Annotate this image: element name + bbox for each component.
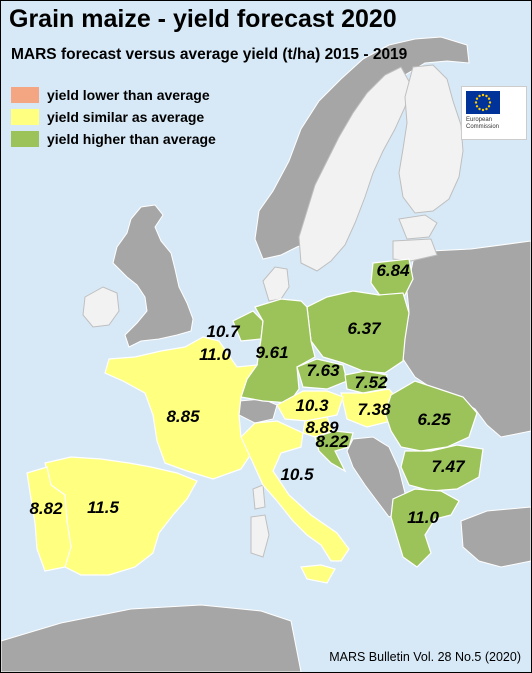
- region-estonia: [398, 214, 438, 240]
- region-finland: [398, 64, 464, 214]
- region-poland: [306, 290, 410, 374]
- region-denmark: [262, 266, 290, 302]
- eu-logo-text: European Commission: [466, 117, 500, 130]
- map-title: Grain maize - yield forecast 2020: [9, 5, 397, 33]
- value-label-italy: 10.5: [280, 465, 314, 484]
- european-commission-logo: European Commission: [461, 86, 527, 140]
- legend-swatch-lower: [11, 87, 39, 103]
- legend-label-lower: yield lower than average: [47, 87, 210, 103]
- legend-item-similar: yield similar as average: [11, 107, 216, 127]
- value-label-france: 8.85: [166, 407, 200, 426]
- legend-item-higher: yield higher than average: [11, 129, 216, 149]
- value-label-czechia: 7.63: [306, 361, 340, 380]
- value-label-portugal: 8.82: [29, 499, 63, 518]
- region-sardinia: [250, 514, 270, 558]
- value-label-austria: 10.3: [295, 396, 329, 415]
- region-portugal: [26, 466, 72, 572]
- region-latvia: [392, 238, 438, 262]
- value-label-hungary: 7.38: [357, 400, 391, 419]
- region-switzerland: [238, 398, 278, 424]
- region-france: [104, 336, 259, 480]
- region-romania: [384, 380, 478, 452]
- region-uk: [112, 204, 194, 348]
- value-label-slovakia: 7.52: [354, 373, 388, 392]
- value-label-greece: 11.0: [407, 508, 439, 527]
- value-label-belgium: 11.0: [199, 345, 231, 364]
- value-label-romania: 6.25: [417, 410, 451, 429]
- legend-item-lower: yield lower than average: [11, 85, 216, 105]
- value-label-lithuania: 6.84: [376, 261, 410, 280]
- region-bulgaria: [400, 444, 484, 492]
- legend-label-similar: yield similar as average: [47, 109, 205, 125]
- value-label-netherlands: 10.7: [206, 322, 240, 341]
- region-italy: [240, 420, 350, 562]
- region-austria: [276, 390, 344, 422]
- region-corsica: [252, 484, 266, 510]
- legend-swatch-higher: [11, 131, 39, 147]
- eu-flag-icon: [466, 91, 500, 114]
- value-label-poland: 6.37: [347, 319, 381, 338]
- legend-label-higher: yield higher than average: [47, 131, 216, 147]
- value-label-slovenia: 8.89: [305, 418, 339, 437]
- region-croatia: [314, 430, 354, 473]
- region-lithuania: [370, 258, 414, 298]
- value-label-bulgaria: 7.47: [431, 457, 465, 476]
- region-slovakia: [344, 370, 388, 394]
- value-label-germany: 9.61: [255, 343, 289, 362]
- value-label-spain: 11.5: [87, 498, 119, 517]
- region-greece: [390, 488, 460, 568]
- region-turkey: [460, 506, 531, 568]
- source-caption: MARS Bulletin Vol. 28 No.5 (2020): [329, 650, 521, 664]
- legend-swatch-similar: [11, 109, 39, 125]
- region-sicily: [300, 564, 336, 584]
- region-africa: [1, 604, 302, 672]
- legend: yield lower than average yield similar a…: [11, 85, 216, 151]
- value-label-croatia: 8.22: [315, 432, 349, 451]
- map-subtitle: MARS forecast versus average yield (t/ha…: [11, 46, 408, 63]
- region-ireland: [82, 286, 120, 328]
